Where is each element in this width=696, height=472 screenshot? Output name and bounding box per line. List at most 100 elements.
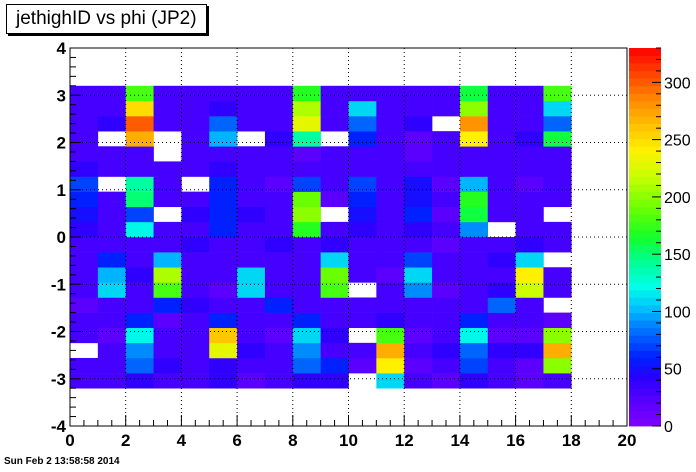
color-scale-band	[629, 373, 661, 382]
heatmap-cell	[209, 312, 238, 329]
color-scale-band	[629, 146, 661, 155]
heatmap-cell	[181, 297, 210, 313]
heatmap-cell	[97, 373, 126, 389]
heatmap-cell	[292, 312, 321, 329]
heatmap-cell	[376, 237, 405, 253]
heatmap-cell	[320, 327, 349, 344]
heatmap-cell	[404, 85, 433, 102]
heatmap-cell	[70, 357, 99, 374]
color-scale-band	[629, 388, 661, 397]
y-tick-label: -3	[51, 370, 66, 389]
heatmap-cell	[292, 342, 321, 359]
heatmap-cell	[515, 100, 544, 117]
heatmap-cell	[432, 252, 461, 268]
heatmap-cell	[181, 161, 210, 177]
heatmap-cell	[376, 327, 405, 344]
heatmap-cell	[376, 176, 405, 192]
heatmap-cell	[97, 221, 126, 238]
heatmap-cell	[97, 191, 126, 208]
heatmap-cell	[181, 342, 210, 359]
color-scale-label: 250	[664, 133, 691, 150]
heatmap-cell	[264, 327, 294, 344]
x-tick-label: 6	[232, 431, 241, 450]
color-scale-band	[629, 161, 661, 170]
heatmap-cell	[459, 252, 489, 268]
heatmap-cell	[543, 237, 572, 253]
heatmap-cell	[487, 131, 516, 147]
heatmap-cell	[125, 342, 154, 359]
heatmap-cell	[348, 297, 377, 313]
heatmap-cell	[237, 267, 266, 283]
heatmap-cell	[320, 237, 349, 253]
heatmap-cell	[292, 357, 321, 374]
heatmap-cell	[348, 221, 377, 238]
color-scale-band	[629, 365, 661, 374]
chart-title: jethighID vs phi (JP2)	[6, 4, 207, 34]
color-scale-band	[629, 93, 661, 102]
heatmap-cell	[459, 237, 489, 253]
heatmap-cell	[181, 85, 210, 102]
color-scale-band	[629, 85, 661, 94]
heatmap-cell	[97, 327, 126, 344]
heatmap-cell	[292, 297, 321, 313]
heatmap-cell	[264, 237, 294, 253]
heatmap-cell	[432, 357, 461, 374]
heatmap-cell	[404, 327, 433, 344]
heatmap-cell	[237, 357, 266, 374]
heatmap-cell	[70, 237, 99, 253]
color-scale-band	[629, 123, 661, 132]
heatmap-cell	[543, 100, 572, 117]
heatmap-cell	[432, 146, 461, 162]
heatmap-cell	[348, 146, 377, 162]
heatmap-cell	[153, 297, 182, 313]
heatmap-cell	[487, 176, 516, 192]
heatmap-cell	[432, 312, 461, 329]
heatmap-cell	[376, 282, 405, 298]
heatmap-cell	[70, 312, 99, 329]
heatmap-cell	[348, 131, 377, 147]
color-scale-label: 0	[664, 419, 673, 436]
heatmap-cell	[97, 342, 126, 359]
heatmap-cell	[70, 116, 99, 132]
heatmap-cell	[432, 100, 461, 117]
heatmap-cell	[515, 221, 544, 238]
heatmap-cell	[153, 221, 182, 238]
heatmap-cell	[376, 342, 405, 359]
color-scale-band	[629, 289, 661, 298]
heatmap-cell	[153, 100, 182, 117]
heatmap-cell	[543, 342, 572, 359]
heatmap-cell	[292, 282, 321, 298]
heatmap-cell	[376, 267, 405, 283]
heatmap-cell	[237, 342, 266, 359]
x-tick-label: 14	[450, 431, 469, 450]
heatmap-cell	[348, 312, 377, 329]
heatmap-cell	[292, 100, 321, 117]
heatmap-cell	[153, 282, 182, 298]
y-tick-label: 1	[57, 181, 66, 200]
heatmap-cell	[264, 373, 294, 389]
heatmap-cell	[181, 131, 210, 147]
heatmap-cell	[97, 146, 126, 162]
heatmap-cell	[292, 221, 321, 238]
heatmap-cell	[153, 116, 182, 132]
heatmap-cell	[543, 85, 572, 102]
heatmap-cell	[209, 357, 238, 374]
timestamp-footer: Sun Feb 2 13:58:58 2014	[4, 456, 120, 467]
heatmap-cell	[292, 327, 321, 344]
color-scale-band	[629, 410, 661, 419]
heatmap-cell	[125, 237, 154, 253]
heatmap-cell	[125, 312, 154, 329]
heatmap-cell	[543, 131, 572, 147]
x-tick-label: 0	[65, 431, 74, 450]
heatmap-cell	[404, 206, 433, 223]
y-tick-label: -2	[51, 323, 66, 342]
heatmap-cell	[432, 342, 461, 359]
heatmap-cell	[70, 206, 99, 223]
heatmap-cell	[459, 357, 489, 374]
heatmap-cell	[376, 85, 405, 102]
heatmap-cell	[543, 176, 572, 192]
heatmap-cell	[487, 252, 516, 268]
heatmap-cell	[376, 161, 405, 177]
color-scale-band	[629, 229, 661, 238]
